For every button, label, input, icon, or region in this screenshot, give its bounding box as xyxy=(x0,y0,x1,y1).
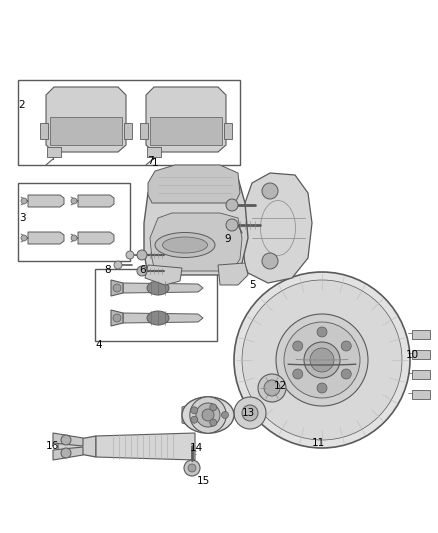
Polygon shape xyxy=(146,87,226,152)
Polygon shape xyxy=(58,436,96,457)
Polygon shape xyxy=(150,117,222,145)
Circle shape xyxy=(234,272,410,448)
Text: 10: 10 xyxy=(406,350,419,360)
Bar xyxy=(412,350,430,359)
Polygon shape xyxy=(218,263,248,285)
Polygon shape xyxy=(46,87,126,152)
Circle shape xyxy=(341,369,351,379)
Polygon shape xyxy=(148,165,240,203)
Circle shape xyxy=(202,409,214,421)
Ellipse shape xyxy=(182,397,234,433)
Bar xyxy=(40,123,48,139)
Polygon shape xyxy=(78,232,114,244)
Circle shape xyxy=(137,266,147,276)
Circle shape xyxy=(210,419,217,426)
Circle shape xyxy=(242,280,402,440)
Circle shape xyxy=(226,219,238,231)
Circle shape xyxy=(113,284,121,292)
Circle shape xyxy=(126,251,134,259)
Circle shape xyxy=(317,383,327,393)
Circle shape xyxy=(242,405,258,421)
Bar xyxy=(47,147,61,157)
Circle shape xyxy=(184,460,200,476)
Circle shape xyxy=(191,416,198,423)
Circle shape xyxy=(196,403,220,427)
Circle shape xyxy=(21,198,27,204)
Circle shape xyxy=(293,341,303,351)
Circle shape xyxy=(210,404,217,411)
Circle shape xyxy=(21,235,27,241)
Text: 15: 15 xyxy=(196,476,210,486)
Polygon shape xyxy=(53,447,83,460)
Text: 9: 9 xyxy=(225,234,231,244)
Text: 5: 5 xyxy=(249,280,255,290)
Circle shape xyxy=(188,464,196,472)
Circle shape xyxy=(137,250,147,260)
Polygon shape xyxy=(111,280,123,296)
Circle shape xyxy=(341,341,351,351)
Polygon shape xyxy=(50,117,122,145)
Circle shape xyxy=(226,199,238,211)
Polygon shape xyxy=(53,433,83,446)
Circle shape xyxy=(293,369,303,379)
Polygon shape xyxy=(145,265,182,285)
Circle shape xyxy=(234,397,266,429)
Bar xyxy=(18,183,130,261)
Circle shape xyxy=(61,435,71,445)
Ellipse shape xyxy=(147,311,169,325)
Circle shape xyxy=(310,348,334,372)
Circle shape xyxy=(258,374,286,402)
Text: 4: 4 xyxy=(95,340,102,350)
Text: 12: 12 xyxy=(273,381,286,391)
Bar xyxy=(95,269,217,341)
Text: 2: 2 xyxy=(19,100,25,110)
Circle shape xyxy=(262,183,278,199)
Circle shape xyxy=(222,411,229,418)
Circle shape xyxy=(71,235,77,241)
Circle shape xyxy=(284,322,360,398)
Polygon shape xyxy=(242,173,312,283)
Circle shape xyxy=(61,448,71,458)
Ellipse shape xyxy=(147,281,169,295)
Text: 1: 1 xyxy=(152,158,158,168)
Circle shape xyxy=(191,407,198,414)
Text: 3: 3 xyxy=(19,213,25,223)
Bar xyxy=(18,80,240,165)
Text: 14: 14 xyxy=(189,443,203,453)
Text: 16: 16 xyxy=(46,441,59,451)
Text: 13: 13 xyxy=(241,408,254,418)
Text: 7: 7 xyxy=(147,156,153,166)
Circle shape xyxy=(262,253,278,269)
Polygon shape xyxy=(78,195,114,207)
Polygon shape xyxy=(96,433,195,460)
Polygon shape xyxy=(144,168,248,275)
Bar xyxy=(224,123,232,139)
Circle shape xyxy=(276,314,368,406)
Bar xyxy=(147,147,161,157)
Circle shape xyxy=(113,314,121,322)
Text: 6: 6 xyxy=(140,265,146,275)
Circle shape xyxy=(114,261,122,269)
Bar xyxy=(412,370,430,379)
Polygon shape xyxy=(28,232,64,244)
Circle shape xyxy=(304,342,340,378)
Circle shape xyxy=(190,397,226,433)
Text: 11: 11 xyxy=(311,438,325,448)
Polygon shape xyxy=(123,283,203,293)
Bar xyxy=(140,123,148,139)
Polygon shape xyxy=(150,213,242,271)
Ellipse shape xyxy=(155,232,215,257)
Circle shape xyxy=(264,380,280,396)
Text: 8: 8 xyxy=(105,265,111,275)
Circle shape xyxy=(71,198,77,204)
Polygon shape xyxy=(111,310,123,326)
Polygon shape xyxy=(28,195,64,207)
Ellipse shape xyxy=(162,237,208,253)
Bar xyxy=(124,123,132,139)
Polygon shape xyxy=(123,313,203,323)
Bar xyxy=(412,330,430,339)
Polygon shape xyxy=(182,405,190,425)
Circle shape xyxy=(317,327,327,337)
Bar xyxy=(412,390,430,399)
